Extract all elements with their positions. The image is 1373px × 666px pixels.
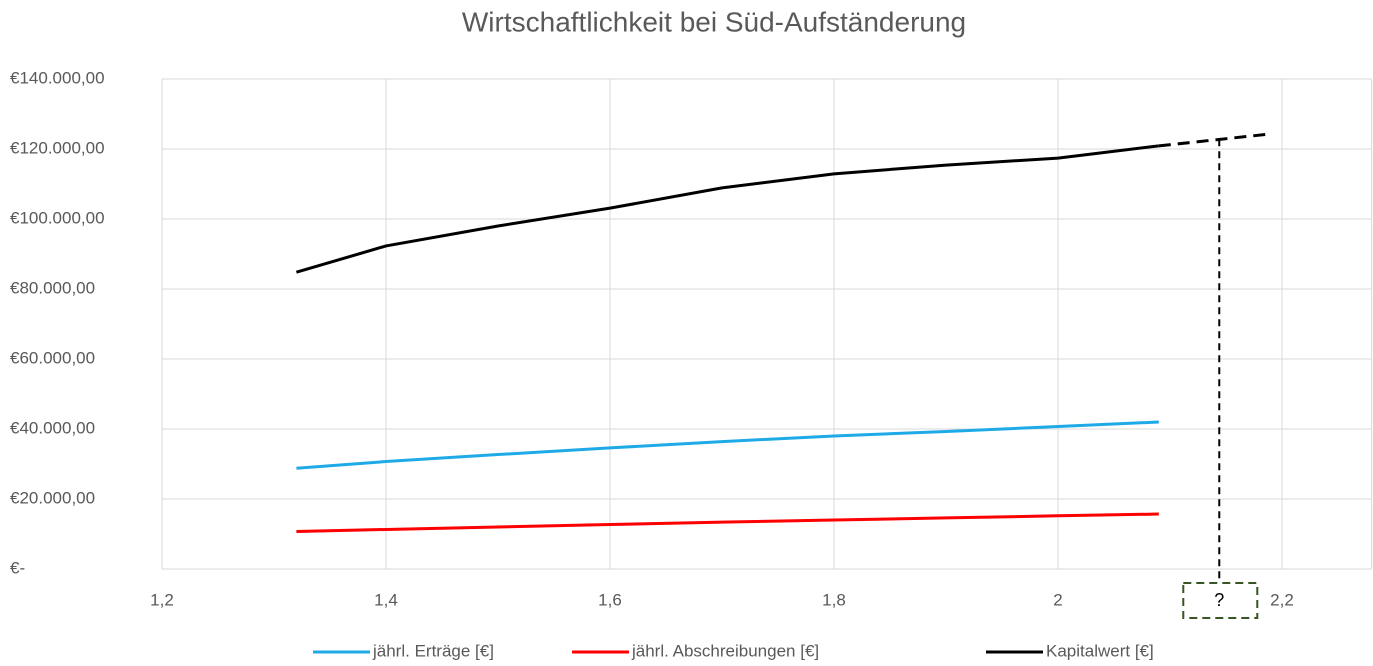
y-tick-label: €-: [10, 558, 25, 577]
annotation-box: [1182, 582, 1259, 619]
x-tick-label: 1,6: [598, 590, 622, 609]
legend-label: Kapitalwert [€]: [1046, 641, 1154, 660]
x-tick-label: 2: [1053, 590, 1062, 609]
annotation-label: ?: [1214, 590, 1224, 610]
legend-label: jährl. Abschreibungen [€]: [631, 641, 819, 660]
y-tick-label: €100.000,00: [10, 208, 105, 227]
series-line: [296, 512, 1159, 534]
y-tick-label: €120.000,00: [10, 138, 105, 157]
x-tick-label: 2,2: [1270, 590, 1294, 609]
projection-line: [1158, 132, 1271, 148]
y-tick-label: €80.000,00: [10, 278, 95, 297]
x-tick-label: 1,4: [374, 590, 398, 609]
chart-title: Wirtschaftlichkeit bei Süd-Aufständerung: [462, 6, 966, 37]
x-tick-label: 1,8: [822, 590, 846, 609]
y-tick-label: €140.000,00: [10, 68, 105, 87]
series-line: [296, 420, 1159, 470]
x-tick-label: 1,2: [150, 590, 174, 609]
y-tick-label: €20.000,00: [10, 488, 95, 507]
y-tick-label: €60.000,00: [10, 348, 95, 367]
series-line: [295, 144, 1159, 274]
legend-label: jährl. Erträge [€]: [372, 641, 494, 660]
y-tick-label: €40.000,00: [10, 418, 95, 437]
